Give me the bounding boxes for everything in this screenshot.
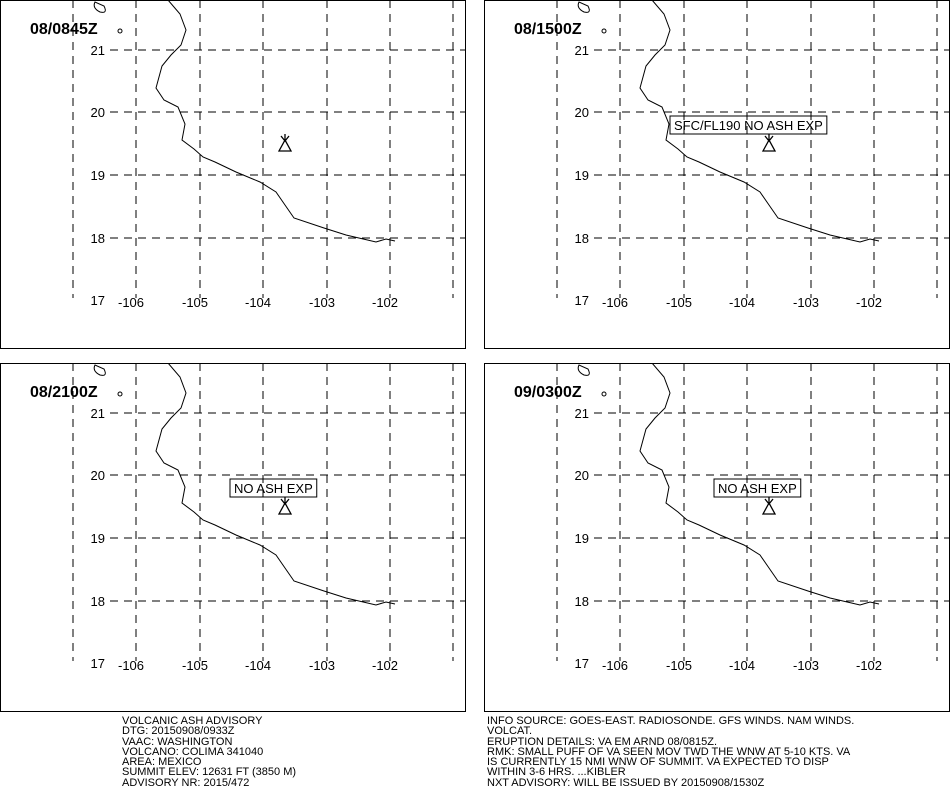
lon-label: -105 bbox=[666, 658, 692, 673]
lon-label: -104 bbox=[729, 295, 755, 310]
lat-label: 20 bbox=[91, 105, 105, 120]
lat-label: 21 bbox=[575, 43, 589, 58]
lon-label: -106 bbox=[118, 658, 144, 673]
island bbox=[93, 1, 106, 13]
footer-line: AREA: MEXICO bbox=[122, 756, 202, 769]
lat-label: 20 bbox=[91, 468, 105, 483]
annotation-box bbox=[669, 115, 828, 135]
island bbox=[93, 364, 106, 376]
island bbox=[117, 28, 123, 34]
lat-label: 18 bbox=[575, 231, 589, 246]
island bbox=[601, 28, 607, 34]
lon-label: -104 bbox=[245, 658, 271, 673]
lat-label: 21 bbox=[91, 406, 105, 421]
lat-label: 19 bbox=[575, 531, 589, 546]
lat-label: 17 bbox=[575, 656, 589, 671]
map-panel: 21 20 19 18 17 -106 -105 -104 -103 -102 08/2100Z NO… bbox=[0, 363, 466, 712]
coastline bbox=[155, 363, 396, 606]
lat-label: 17 bbox=[575, 293, 589, 308]
footer-line: RMK: SMALL PUFF OF VA SEEN MOV TWD THE W… bbox=[487, 745, 851, 758]
map-panel: 21 20 19 18 17 -106 -105 -104 -103 -102 08/0845Z bbox=[0, 0, 466, 349]
time-label: 08/2100Z bbox=[30, 384, 98, 401]
footer-line: IS CURRENTLY 15 NMI WNW OF SUMMIT. VA EX… bbox=[487, 756, 829, 769]
footer-line: DTG: 20150908/0933Z bbox=[122, 725, 235, 738]
footer-line: SUMMIT ELEV: 12631 FT (3850 M) bbox=[122, 766, 297, 779]
footer-left: VOLCANIC ASH ADVISORY DTG: 20150908/0933Z… bbox=[122, 715, 297, 789]
island bbox=[117, 391, 123, 397]
footer-line: ADVISORY NR: 2015/472 bbox=[122, 776, 250, 789]
lon-label: -105 bbox=[182, 295, 208, 310]
lon-label: -103 bbox=[793, 295, 819, 310]
time-label: 09/0300Z bbox=[514, 384, 582, 401]
lon-label: -103 bbox=[309, 295, 335, 310]
lon-label: -104 bbox=[245, 295, 271, 310]
footer-right: INFO SOURCE: GOES-EAST. RADIOSONDE. GFS … bbox=[487, 715, 855, 789]
volcano-symbol bbox=[761, 497, 777, 515]
island bbox=[577, 1, 590, 13]
lon-label: -106 bbox=[602, 295, 628, 310]
panel-frame bbox=[0, 363, 466, 712]
panel-frame bbox=[0, 0, 466, 349]
ash-annotation: NO ASH EXP bbox=[718, 481, 797, 496]
footer-line: VOLCANIC ASH ADVISORY bbox=[122, 715, 263, 727]
lon-label: -106 bbox=[118, 295, 144, 310]
lon-label: -104 bbox=[729, 658, 755, 673]
lon-label: -103 bbox=[309, 658, 335, 673]
lat-label: 18 bbox=[91, 231, 105, 246]
time-label: 08/0845Z bbox=[30, 21, 98, 38]
coastline bbox=[639, 0, 880, 243]
lon-label: -102 bbox=[372, 658, 398, 673]
map-panel: 21 20 19 18 17 -106 -105 -104 -103 -102 08/1500Z SF… bbox=[484, 0, 950, 349]
lat-label: 17 bbox=[91, 293, 105, 308]
footer-line: WITHIN 3-6 HRS. ...KIBLER bbox=[487, 766, 626, 779]
footer-line: INFO SOURCE: GOES-EAST. RADIOSONDE. GFS … bbox=[487, 715, 855, 727]
lon-label: -103 bbox=[793, 658, 819, 673]
lat-label: 17 bbox=[91, 656, 105, 671]
footer-line: VOLCAT. bbox=[487, 725, 533, 738]
lat-label: 20 bbox=[575, 105, 589, 120]
footer-line: VOLCANO: COLIMA 341040 bbox=[122, 745, 264, 758]
footer-line: NXT ADVISORY: WILL BE ISSUED BY 20150908… bbox=[487, 776, 765, 789]
map-panel: 21 20 19 18 17 -106 -105 -104 -103 -102 09/0300Z NO… bbox=[484, 363, 950, 712]
lon-label: -105 bbox=[182, 658, 208, 673]
lon-label: -102 bbox=[372, 295, 398, 310]
ash-annotation: SFC/FL190 NO ASH EXP bbox=[674, 118, 823, 133]
coastline bbox=[155, 0, 396, 243]
lon-label: -102 bbox=[856, 658, 882, 673]
lat-label: 20 bbox=[575, 468, 589, 483]
annotation-box bbox=[713, 478, 802, 498]
island bbox=[577, 364, 590, 376]
lat-label: 19 bbox=[91, 168, 105, 183]
lat-label: 21 bbox=[575, 406, 589, 421]
lat-label: 19 bbox=[91, 531, 105, 546]
lon-label: -102 bbox=[856, 295, 882, 310]
volcano-symbol bbox=[277, 497, 293, 515]
time-label: 08/1500Z bbox=[514, 21, 582, 38]
lat-label: 18 bbox=[91, 594, 105, 609]
coastline bbox=[639, 363, 880, 606]
volcano-symbol bbox=[761, 134, 777, 152]
annotation-box bbox=[229, 478, 318, 498]
lon-label: -105 bbox=[666, 295, 692, 310]
lat-label: 21 bbox=[91, 43, 105, 58]
lat-label: 19 bbox=[575, 168, 589, 183]
lon-label: -106 bbox=[602, 658, 628, 673]
island bbox=[601, 391, 607, 397]
footer-line: ERUPTION DETAILS: VA EM ARND 08/0815Z. bbox=[487, 735, 718, 748]
lat-label: 18 bbox=[575, 594, 589, 609]
volcano-symbol bbox=[277, 134, 293, 152]
footer-line: VAAC: WASHINGTON bbox=[122, 735, 233, 748]
ash-annotation: NO ASH EXP bbox=[234, 481, 313, 496]
